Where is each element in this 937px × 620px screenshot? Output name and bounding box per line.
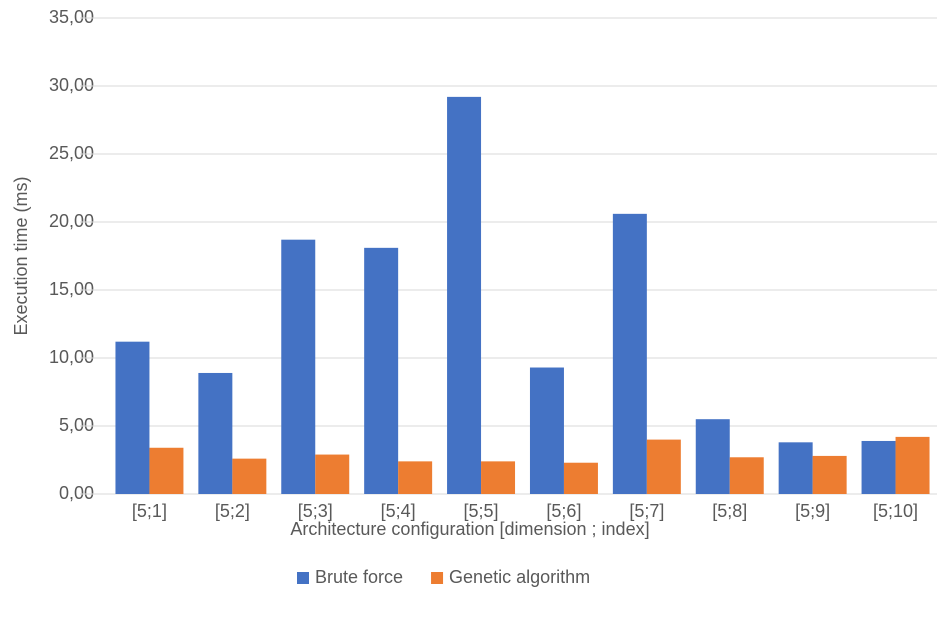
y-axis-title: Execution time (ms) [11, 176, 31, 335]
y-tick-label: 15,00 [49, 279, 94, 299]
x-tick-label: [5;6] [546, 501, 581, 521]
y-tick-label: 20,00 [49, 211, 94, 231]
bar [198, 372, 233, 494]
bar [529, 367, 564, 494]
bar [778, 442, 813, 494]
x-tick-label: [5;7] [629, 501, 664, 521]
bar [398, 461, 433, 494]
bar [315, 454, 350, 494]
y-tick-label: 5,00 [59, 415, 94, 435]
legend-label: Brute force [315, 567, 403, 587]
bar [281, 239, 316, 494]
bar [646, 439, 681, 494]
bar [115, 341, 150, 494]
x-tick-label: [5;9] [795, 501, 830, 521]
bar [895, 436, 930, 494]
x-tick-label: [5;10] [873, 501, 918, 521]
bar [149, 447, 184, 494]
legend-label: Genetic algorithm [449, 567, 590, 587]
x-tick-label: [5;1] [132, 501, 167, 521]
bar [729, 457, 764, 494]
bar [364, 247, 399, 494]
legend-swatch [297, 572, 309, 584]
x-tick-label: [5;2] [215, 501, 250, 521]
bar [695, 419, 730, 494]
x-tick-label: [5;4] [381, 501, 416, 521]
bar [812, 455, 847, 494]
x-tick-label: [5;3] [298, 501, 333, 521]
y-tick-label: 10,00 [49, 347, 94, 367]
x-tick-label: [5;8] [712, 501, 747, 521]
y-tick-label: 35,00 [49, 7, 94, 27]
bar [481, 461, 516, 494]
x-tick-label: [5;5] [464, 501, 499, 521]
bar [447, 96, 482, 494]
legend-swatch [431, 572, 444, 584]
bar [612, 213, 647, 494]
bar [232, 458, 267, 494]
y-tick-label: 0,00 [59, 483, 94, 503]
y-tick-label: 30,00 [49, 75, 94, 95]
bar [563, 462, 598, 494]
x-axis-title: Architecture configuration [dimension ; … [290, 519, 649, 539]
y-tick-label: 25,00 [49, 143, 94, 163]
bar [861, 440, 896, 494]
